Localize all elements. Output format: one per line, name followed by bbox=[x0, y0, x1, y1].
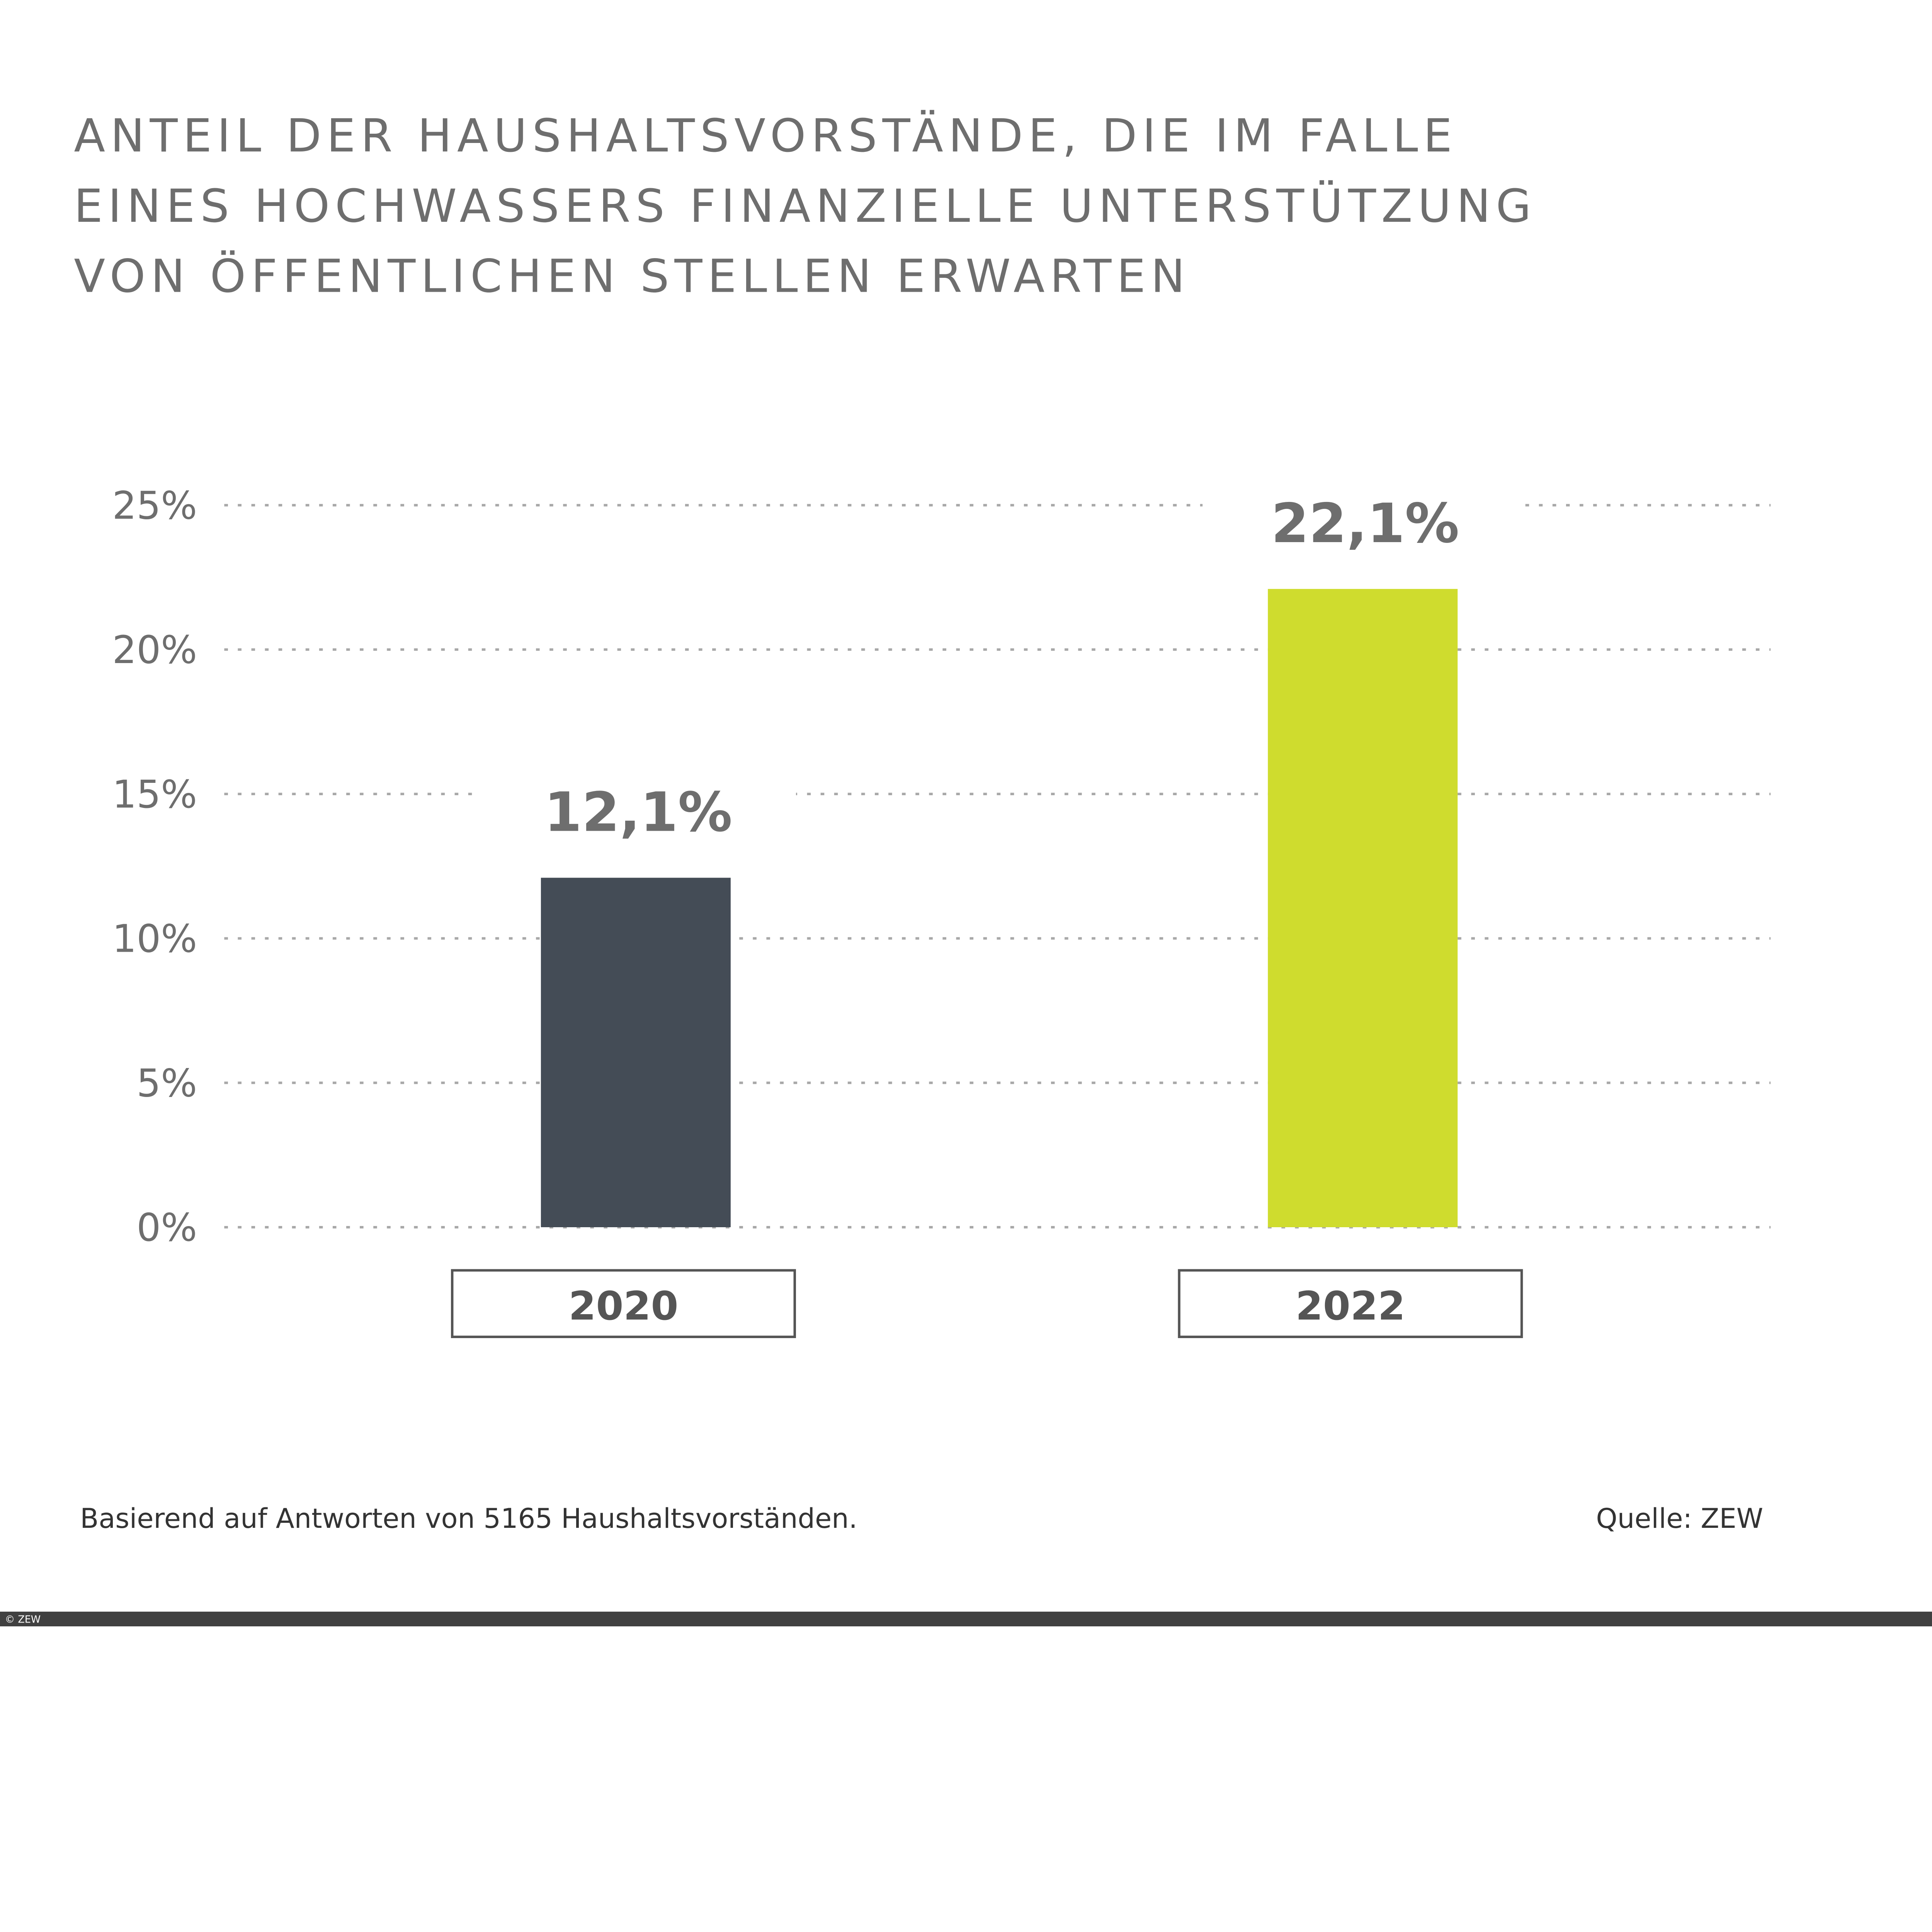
title-line: ANTEIL DER HAUSHALTSVORSTÄNDE, DIE IM FA… bbox=[74, 109, 1457, 162]
y-tick-label: 0% bbox=[136, 1206, 197, 1250]
bottom-bar bbox=[0, 1611, 1932, 1627]
y-tick-label: 5% bbox=[136, 1061, 197, 1105]
source-label: Quelle: ZEW bbox=[1596, 1503, 1764, 1534]
chart-title: ANTEIL DER HAUSHALTSVORSTÄNDE, DIE IM FA… bbox=[74, 109, 1536, 303]
x-tick-label: 2020 bbox=[569, 1283, 679, 1329]
footnote: Basierend auf Antworten von 5165 Haushal… bbox=[80, 1503, 857, 1534]
y-tick-label: 25% bbox=[112, 483, 197, 528]
x-tick-label: 2022 bbox=[1296, 1283, 1405, 1329]
bar-2020 bbox=[541, 878, 731, 1228]
y-tick-label: 20% bbox=[112, 628, 197, 672]
data-label: 22,1% bbox=[1271, 492, 1459, 555]
chart-canvas: ANTEIL DER HAUSHALTSVORSTÄNDE, DIE IM FA… bbox=[0, 109, 1932, 1627]
label-backdrop bbox=[1202, 478, 1523, 565]
copyright: © ZEW bbox=[5, 1614, 41, 1626]
title-line: VON ÖFFENTLICHEN STELLEN ERWARTEN bbox=[74, 250, 1190, 303]
category-box bbox=[451, 1269, 796, 1338]
plot-area: 0% 5% 10% 15% 20% 25% 12,1% 2020 22,1% 2022 bbox=[112, 478, 1771, 1338]
title-line: EINES HOCHWASSERS FINANZIELLE UNTERSTÜTZ… bbox=[74, 179, 1536, 233]
label-backdrop bbox=[475, 767, 796, 853]
data-label: 12,1% bbox=[544, 781, 732, 844]
bar-2022 bbox=[1268, 589, 1458, 1228]
y-tick-label: 10% bbox=[112, 917, 197, 961]
y-tick-label: 15% bbox=[112, 772, 197, 817]
category-box bbox=[1178, 1269, 1523, 1338]
